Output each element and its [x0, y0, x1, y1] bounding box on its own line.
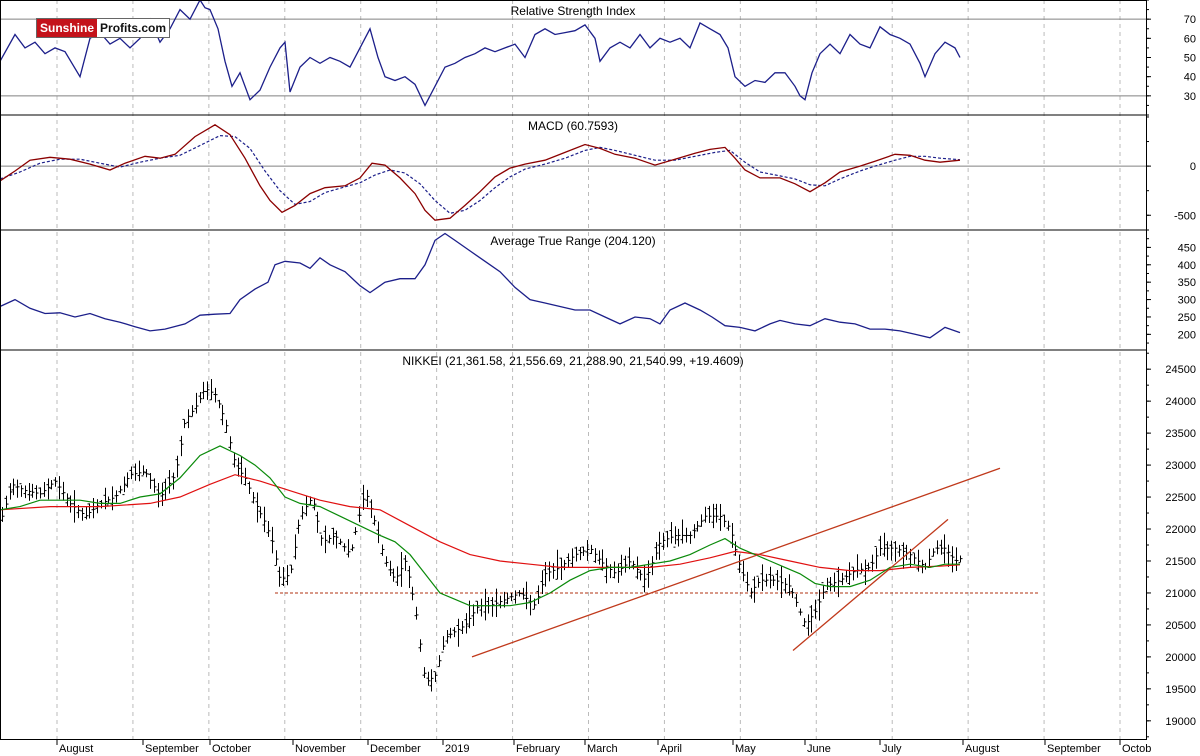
- month-label: August: [965, 743, 999, 755]
- y-tick-label: 19500: [1165, 684, 1196, 696]
- logo-part-profits: Profits.com: [97, 19, 170, 37]
- y-tick-label: 350: [1178, 277, 1196, 289]
- y-tick-label: 400: [1178, 260, 1196, 272]
- pane-0: 70 60 50 40 30 Relative Strength Index: [0, 0, 1196, 116]
- logo-part-sunshine: Sunshine: [37, 19, 98, 37]
- y-tick-label: 50: [1184, 53, 1196, 65]
- moving-average-fast: [0, 445, 960, 607]
- y-tick-label: -500: [1174, 210, 1196, 222]
- y-tick-label: 0: [1190, 161, 1196, 173]
- y-tick-label: 40: [1184, 72, 1196, 84]
- y-tick-label: 250: [1178, 312, 1196, 324]
- y-tick-label: 20500: [1165, 620, 1196, 632]
- month-label: November: [295, 743, 346, 755]
- vertical-gridlines: [56, 0, 1121, 740]
- rsi-line: [0, 0, 961, 107]
- y-tick-label: 19000: [1165, 716, 1196, 728]
- sunshineprofits-logo: Sunshine Profits.com: [36, 18, 171, 38]
- pane-3: 24500 24000 23500 23000 22500 22000 21500 21000…: [0, 349, 1196, 738]
- y-tick-label: 22500: [1165, 492, 1196, 504]
- moving-average-slow: [0, 474, 961, 572]
- pane-title: Relative Strength Index: [511, 4, 636, 18]
- y-tick-label: 30: [1184, 91, 1196, 103]
- y-tick-label: 22000: [1165, 524, 1196, 536]
- atr-line: [0, 232, 961, 339]
- month-label: March: [587, 743, 618, 755]
- y-tick-label: 24000: [1165, 396, 1196, 408]
- month-label: Octob: [1122, 743, 1151, 755]
- month-label: September: [145, 743, 199, 755]
- y-tick-label: 23500: [1165, 428, 1196, 440]
- month-label: October: [212, 743, 251, 755]
- y-tick-label: 200: [1178, 329, 1196, 341]
- y-tick-label: 24500: [1165, 364, 1196, 376]
- plot-frame: [0, 0, 1147, 740]
- y-tick-label: 21000: [1165, 588, 1196, 600]
- month-label: May: [735, 743, 756, 755]
- month-axis: August September October November December 20…: [56, 740, 1151, 755]
- pane-title: Average True Range (204.120): [490, 234, 655, 248]
- month-label: February: [516, 743, 561, 755]
- pane-1: 0 -500 MACD (60.7593): [0, 114, 1196, 222]
- pane-title: NIKKEI (21,361.58, 21,556.69, 21,288.90,…: [402, 354, 743, 368]
- y-tick-label: 450: [1178, 242, 1196, 254]
- month-label: August: [59, 743, 93, 755]
- macd-signal-line: [0, 134, 961, 214]
- y-tick-label: 23000: [1165, 460, 1196, 472]
- y-tick-label: 60: [1184, 33, 1196, 45]
- pane-2: 450 400 350 300 250 200 Average True Range (20…: [0, 229, 1196, 344]
- trend-line: [471, 467, 1001, 658]
- month-label: April: [660, 743, 682, 755]
- y-tick-label: 70: [1184, 14, 1196, 26]
- trend-line: [792, 518, 949, 651]
- month-label: June: [807, 743, 831, 755]
- y-tick-label: 300: [1178, 295, 1196, 307]
- y-tick-label: 20000: [1165, 652, 1196, 664]
- month-label: July: [882, 743, 902, 755]
- month-label: 2019: [445, 743, 469, 755]
- y-tick-label: 21500: [1165, 556, 1196, 568]
- pane-title: MACD (60.7593): [528, 119, 618, 133]
- month-label: December: [370, 743, 421, 755]
- month-label: September: [1047, 743, 1101, 755]
- macd-line: [0, 124, 961, 221]
